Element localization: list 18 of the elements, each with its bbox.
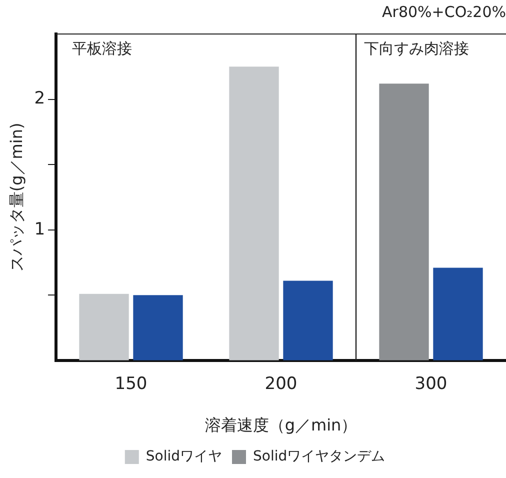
bar bbox=[79, 294, 129, 360]
annotation: 平板溶接 bbox=[72, 39, 132, 58]
y-tick-label: 1 bbox=[34, 219, 46, 240]
legend-label: Solidワイヤタンデム bbox=[253, 448, 386, 465]
x-tick-label: 300 bbox=[414, 374, 448, 394]
bar bbox=[433, 268, 483, 360]
y-tick-label: 2 bbox=[34, 88, 46, 109]
chart-subtitle: Ar80%+CO₂20% bbox=[382, 2, 506, 21]
x-tick-label: 150 bbox=[114, 374, 148, 394]
x-axis-title: 溶着速度（g／min） bbox=[204, 416, 358, 435]
bar bbox=[229, 66, 279, 360]
bar bbox=[133, 295, 183, 360]
x-tick-label: 200 bbox=[264, 374, 298, 394]
annotation: 下向すみ肉溶接 bbox=[364, 39, 470, 58]
bar bbox=[379, 84, 429, 360]
legend-label: Solidワイヤ bbox=[146, 448, 222, 465]
y-axis-title: スパッタ量(g／min) bbox=[6, 122, 26, 272]
bar bbox=[283, 280, 333, 360]
